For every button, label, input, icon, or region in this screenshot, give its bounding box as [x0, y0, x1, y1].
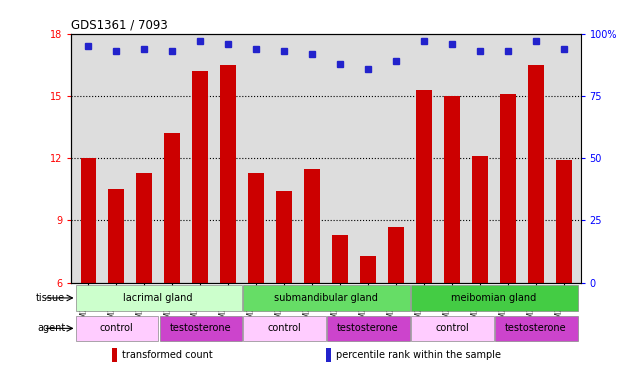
Bar — [332, 235, 348, 283]
Text: agent: agent — [37, 323, 65, 333]
Bar — [76, 285, 242, 311]
Bar — [76, 316, 158, 341]
Text: submandibular gland: submandibular gland — [274, 293, 378, 303]
Bar — [472, 156, 487, 283]
Bar — [243, 316, 326, 341]
Text: lacrimal gland: lacrimal gland — [124, 293, 193, 303]
Text: meibomian gland: meibomian gland — [451, 293, 537, 303]
Text: control: control — [99, 323, 133, 333]
Text: tissue: tissue — [36, 293, 65, 303]
Bar — [411, 285, 578, 311]
Bar — [137, 173, 152, 283]
Bar — [528, 65, 543, 283]
Text: GDS1361 / 7093: GDS1361 / 7093 — [71, 19, 168, 32]
Bar — [220, 65, 236, 283]
Text: testosterone: testosterone — [337, 323, 399, 333]
Bar — [496, 316, 578, 341]
Bar — [304, 169, 320, 283]
Bar — [388, 227, 404, 283]
Bar — [112, 348, 117, 362]
Bar — [160, 316, 242, 341]
Bar — [243, 285, 410, 311]
Text: testosterone: testosterone — [505, 323, 567, 333]
Text: percentile rank within the sample: percentile rank within the sample — [336, 350, 501, 360]
Bar — [193, 71, 208, 283]
Bar — [416, 90, 432, 283]
Bar — [444, 96, 460, 283]
Bar — [109, 189, 124, 283]
Bar — [360, 256, 376, 283]
Text: control: control — [435, 323, 469, 333]
Bar — [276, 191, 292, 283]
Bar — [327, 316, 410, 341]
Bar — [556, 160, 571, 283]
Text: control: control — [267, 323, 301, 333]
Bar — [500, 94, 515, 283]
Text: transformed count: transformed count — [122, 350, 213, 360]
Bar — [411, 316, 494, 341]
Text: testosterone: testosterone — [170, 323, 231, 333]
Bar — [165, 134, 180, 283]
Bar — [248, 173, 264, 283]
Bar — [81, 158, 96, 283]
Bar — [326, 348, 331, 362]
